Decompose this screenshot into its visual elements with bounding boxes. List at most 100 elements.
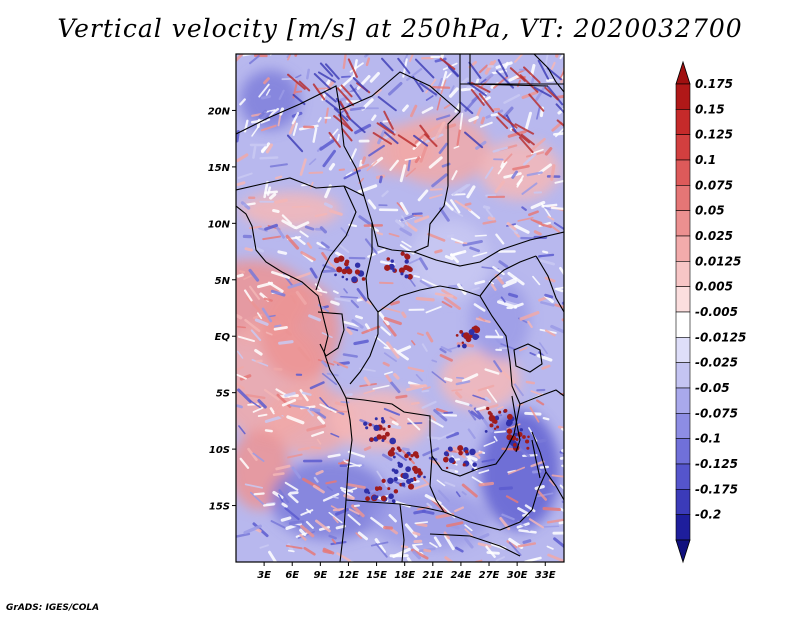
field-streak (370, 541, 389, 547)
field-streak (265, 143, 273, 154)
field-streak (363, 446, 372, 451)
convective-cell (486, 406, 490, 411)
field-streak (417, 332, 424, 336)
field-streak (249, 491, 265, 506)
field-streak (269, 54, 273, 56)
field-streak (421, 400, 437, 409)
field-streak (540, 223, 552, 229)
field-streak (474, 234, 487, 237)
field-streak (243, 524, 262, 535)
field-streak (421, 106, 434, 114)
convective-cell (404, 259, 409, 264)
convective-cell (413, 469, 419, 475)
field-streak (291, 466, 302, 479)
lon-tick-label: 27E (479, 570, 500, 581)
lat-tick-label: 15N (208, 163, 231, 174)
colorbar-label: 0.005 (695, 280, 733, 294)
field-streak (466, 185, 476, 199)
field-streak (493, 430, 506, 434)
lake-tanganyika (511, 395, 521, 453)
field-streak (353, 504, 360, 507)
field-streak (532, 275, 541, 286)
convective-cell (412, 451, 419, 457)
border-niger-chad (339, 109, 373, 223)
field-streak (349, 148, 357, 162)
convective-cell (388, 493, 394, 500)
border-namibia-botswana (399, 503, 405, 562)
convective-cell (493, 427, 497, 431)
field-streak (451, 388, 463, 392)
field-streak (493, 435, 498, 442)
field-streak (468, 60, 477, 69)
field-streak (405, 272, 420, 276)
field-streak (490, 283, 497, 291)
convective-cell (361, 277, 366, 281)
field-streak (340, 295, 359, 299)
field-streak (333, 290, 339, 294)
field-streak (295, 290, 307, 305)
field-streak (236, 314, 243, 320)
field-streak (317, 416, 326, 425)
field-streak (244, 483, 263, 489)
convective-cell (462, 343, 467, 349)
field-streak (459, 112, 464, 130)
field-streak (336, 87, 355, 107)
convective-cell (367, 491, 371, 495)
field-streak (251, 126, 260, 137)
convective-cell (400, 272, 404, 276)
convective-cell (469, 448, 476, 456)
convective-cell (404, 253, 410, 259)
lat-tick-label: EQ (215, 332, 231, 343)
field-streak (503, 153, 513, 163)
convective-cell (382, 427, 386, 431)
field-streak (271, 270, 291, 279)
field-streak (381, 190, 389, 198)
field-streak (375, 336, 391, 349)
field-streak (349, 84, 363, 102)
colorbar-swatch (675, 261, 691, 287)
field-streak (389, 416, 397, 422)
field-streak (498, 260, 509, 269)
convective-cell (374, 417, 378, 421)
field-streak (341, 128, 353, 142)
field-streak (342, 54, 347, 70)
field-streak (415, 296, 435, 302)
field-streak (429, 188, 443, 191)
colorbar-label: -0.0125 (695, 330, 746, 344)
field-streak (413, 134, 429, 147)
convective-cell (408, 457, 412, 461)
field-streak (307, 409, 314, 417)
field-streak (443, 377, 453, 382)
field-streak (236, 382, 245, 390)
border-car-drc (377, 285, 481, 313)
field-streak (402, 104, 409, 112)
field-streak (439, 57, 456, 70)
field-streak (247, 447, 258, 462)
field-streak (440, 71, 448, 91)
field-streak (250, 329, 262, 342)
convective-cell (506, 428, 513, 434)
field-streak (274, 175, 283, 180)
field-streak (260, 95, 272, 100)
field-streak (482, 205, 491, 210)
field-streak (303, 546, 316, 556)
convective-cell (390, 451, 395, 456)
field-streak (492, 146, 509, 153)
field-streak (482, 418, 494, 433)
field-streak (239, 270, 246, 274)
field-streak (544, 276, 556, 283)
convective-cell (464, 449, 469, 454)
field-streak (513, 224, 530, 234)
field-streak (401, 240, 412, 248)
field-streak (357, 531, 368, 541)
field-streak (429, 542, 438, 548)
field-streak (480, 78, 487, 84)
field-streak (383, 110, 394, 130)
convective-cell (396, 446, 401, 451)
field-streak (305, 285, 323, 296)
lon-tick-label: 30E (507, 570, 528, 581)
field-streak (550, 206, 564, 211)
field-streak (464, 131, 484, 149)
field-streak (461, 373, 479, 383)
field-streak (555, 103, 564, 114)
